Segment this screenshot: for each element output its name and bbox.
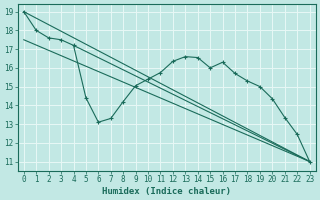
X-axis label: Humidex (Indice chaleur): Humidex (Indice chaleur) [102, 187, 231, 196]
